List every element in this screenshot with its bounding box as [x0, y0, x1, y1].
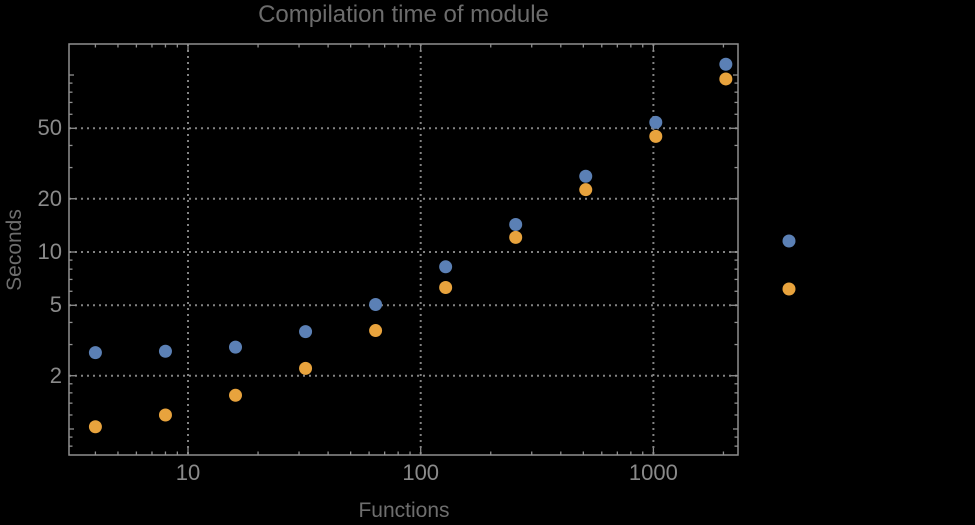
data-point-series-1 — [439, 260, 453, 274]
data-point-series-2 — [229, 388, 243, 402]
data-points-series-2 — [88, 72, 733, 434]
legend-marker-series-1 — [782, 234, 796, 248]
y-tick-label: 20 — [37, 185, 62, 211]
data-points-series-1 — [88, 57, 733, 360]
x-axis-label: Functions — [358, 499, 450, 522]
plot-frame — [68, 43, 739, 456]
y-tick-label: 2 — [49, 362, 62, 388]
y-tick-label: 5 — [49, 292, 62, 318]
y-tick-label: 50 — [37, 115, 62, 141]
data-point-series-1 — [649, 115, 663, 129]
x-tick-label: 10 — [175, 460, 201, 485]
data-point-series-2 — [579, 183, 593, 197]
data-point-series-1 — [509, 218, 523, 232]
data-point-series-1 — [369, 298, 383, 312]
data-point-series-1 — [88, 346, 102, 360]
data-point-series-2 — [299, 361, 313, 375]
tick-marks — [69, 44, 738, 455]
data-point-series-1 — [719, 57, 733, 71]
data-point-series-1 — [299, 325, 313, 339]
x-tick-label: 100 — [402, 460, 440, 485]
data-point-series-2 — [369, 324, 383, 338]
data-point-series-1 — [158, 344, 172, 358]
chart-title: Compilation time of module — [258, 1, 549, 28]
legend — [782, 234, 796, 296]
x-tick-label: 1000 — [628, 460, 678, 485]
data-point-series-2 — [649, 129, 663, 143]
y-tick-label: 10 — [37, 239, 62, 264]
data-point-series-2 — [88, 420, 102, 434]
grid-lines — [69, 44, 738, 455]
data-point-series-1 — [579, 169, 593, 183]
data-point-series-2 — [509, 230, 523, 244]
data-point-series-2 — [439, 281, 453, 295]
legend-marker-series-2 — [782, 282, 796, 296]
data-point-series-1 — [229, 340, 243, 354]
data-point-series-2 — [158, 408, 172, 422]
data-point-series-2 — [719, 72, 733, 86]
